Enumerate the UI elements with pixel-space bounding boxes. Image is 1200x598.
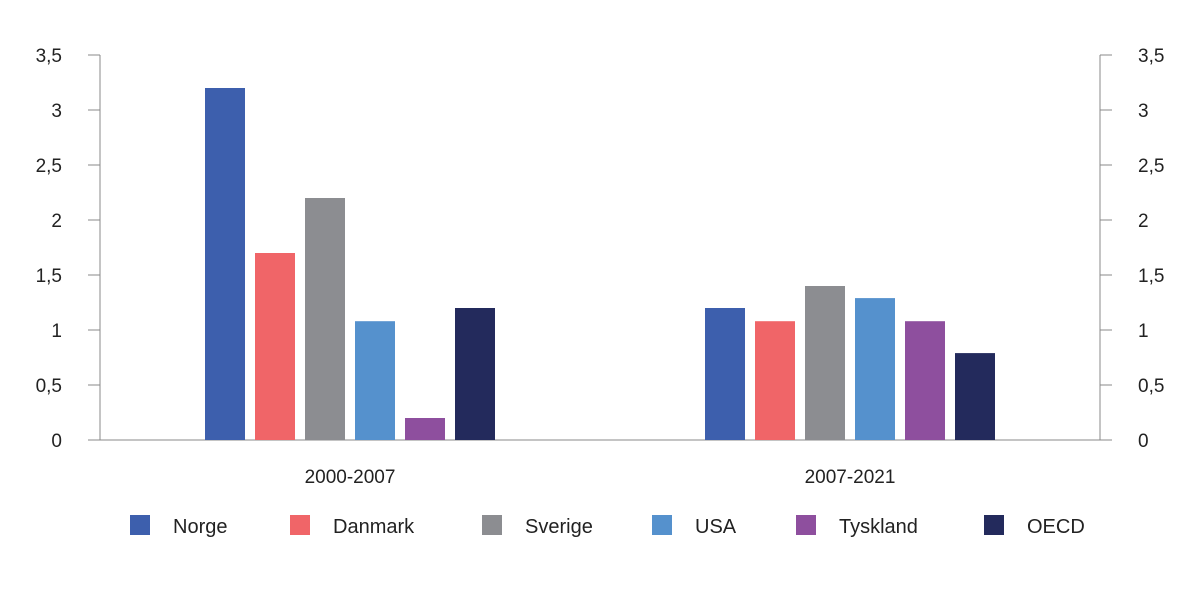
y-tick-label-right: 1 xyxy=(1138,321,1149,342)
bar-sverige-2007-2021 xyxy=(805,286,845,440)
bar-tyskland-2000-2007 xyxy=(405,418,445,440)
x-axis-categories: 2000-2007 2007-2021 xyxy=(305,467,896,488)
bar-danmark-2007-2021 xyxy=(755,321,795,440)
legend-item-norge: Norge xyxy=(130,515,227,538)
legend-swatch xyxy=(796,515,816,535)
legend-label: Sverige xyxy=(525,516,593,538)
legend-label: Danmark xyxy=(333,516,415,538)
y-tick-label-right: 2,5 xyxy=(1138,156,1164,177)
y-tick-label-left: 1,5 xyxy=(36,266,62,287)
y-tick-label-right: 0,5 xyxy=(1138,376,1164,397)
legend-label: OECD xyxy=(1027,516,1085,538)
legend-label: Norge xyxy=(173,516,227,538)
y-tick-label-left: 0 xyxy=(51,431,62,452)
bar-danmark-2000-2007 xyxy=(255,253,295,440)
legend-label: Tyskland xyxy=(839,516,918,538)
y-tick-label-right: 1,5 xyxy=(1138,266,1164,287)
y-tick-label-left: 0,5 xyxy=(36,376,62,397)
y-tick-label-left: 3,5 xyxy=(36,46,62,67)
legend-swatch xyxy=(130,515,150,535)
bar-sverige-2000-2007 xyxy=(305,198,345,440)
bar-oecd-2007-2021 xyxy=(955,353,995,440)
x-category-label: 2007-2021 xyxy=(805,467,896,488)
legend-swatch xyxy=(984,515,1004,535)
bar-oecd-2000-2007 xyxy=(455,308,495,440)
legend-label: USA xyxy=(695,516,737,538)
y-tick-label-left: 3 xyxy=(51,101,62,122)
legend-swatch xyxy=(290,515,310,535)
y-tick-label-right: 3,5 xyxy=(1138,46,1164,67)
y-axis-right: 0 0,5 1 1,5 2 2,5 3 3,5 xyxy=(1100,46,1164,452)
bar-usa-2007-2021 xyxy=(855,298,895,440)
legend-item-tyskland: Tyskland xyxy=(796,515,918,538)
y-tick-label-right: 2 xyxy=(1138,211,1149,232)
legend: Norge Danmark Sverige USA Tyskland OECD xyxy=(130,515,1085,538)
legend-item-sverige: Sverige xyxy=(482,515,593,538)
y-tick-label-left: 1 xyxy=(51,321,62,342)
legend-item-danmark: Danmark xyxy=(290,515,415,538)
y-tick-label-right: 0 xyxy=(1138,431,1149,452)
bars xyxy=(205,88,995,440)
legend-swatch xyxy=(482,515,502,535)
bar-norge-2007-2021 xyxy=(705,308,745,440)
y-tick-label-left: 2 xyxy=(51,211,62,232)
legend-swatch xyxy=(652,515,672,535)
y-axis-left: 0 0,5 1 1,5 2 2,5 3 3,5 xyxy=(36,46,100,452)
axes xyxy=(99,55,1101,441)
legend-item-oecd: OECD xyxy=(984,515,1085,538)
y-tick-label-right: 3 xyxy=(1138,101,1149,122)
y-tick-label-left: 2,5 xyxy=(36,156,62,177)
bar-tyskland-2007-2021 xyxy=(905,321,945,440)
bar-norge-2000-2007 xyxy=(205,88,245,440)
x-category-label: 2000-2007 xyxy=(305,467,396,488)
bar-usa-2000-2007 xyxy=(355,321,395,440)
legend-item-usa: USA xyxy=(652,515,737,538)
